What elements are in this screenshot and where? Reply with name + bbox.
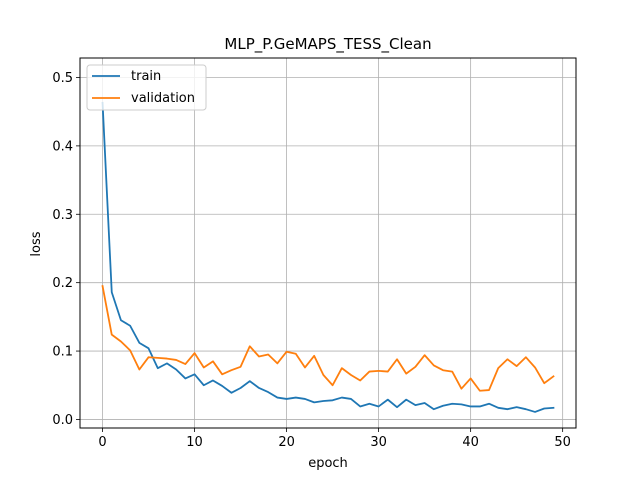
legend-label-validation: validation bbox=[131, 91, 195, 106]
chart-title: MLP_P.GeMAPS_TESS_Clean bbox=[224, 35, 431, 54]
x-axis-label: epoch bbox=[308, 456, 348, 471]
plot-background bbox=[80, 58, 576, 428]
y-axis-ticks: 0.0 0.1 0.2 0.3 0.4 0.5 bbox=[52, 71, 80, 428]
y-tick-label: 0.3 bbox=[52, 208, 73, 223]
plot-frame bbox=[79, 57, 577, 429]
series-layer bbox=[101, 101, 555, 413]
y-tick-label: 0.4 bbox=[52, 139, 73, 154]
plot-area bbox=[79, 57, 577, 429]
x-tick-label: 0 bbox=[98, 435, 106, 450]
y-tick-label: 0.1 bbox=[52, 345, 73, 360]
y-tick-label: 0.0 bbox=[52, 413, 73, 428]
series-line-train bbox=[101, 101, 555, 413]
y-tick-label: 0.5 bbox=[52, 71, 73, 86]
x-tick-label: 40 bbox=[462, 435, 479, 450]
x-tick-label: 10 bbox=[186, 435, 203, 450]
x-tick-label: 20 bbox=[278, 435, 295, 450]
series-line-validation bbox=[101, 285, 555, 392]
x-tick-label: 30 bbox=[370, 435, 387, 450]
y-axis-label: loss bbox=[29, 231, 44, 256]
grid bbox=[80, 58, 576, 428]
legend-label-train: train bbox=[131, 69, 161, 84]
y-tick-label: 0.2 bbox=[52, 276, 73, 291]
x-axis-ticks: 0 10 20 30 40 50 bbox=[98, 428, 571, 450]
x-tick-label: 50 bbox=[554, 435, 571, 450]
legend: train validation bbox=[86, 64, 207, 111]
